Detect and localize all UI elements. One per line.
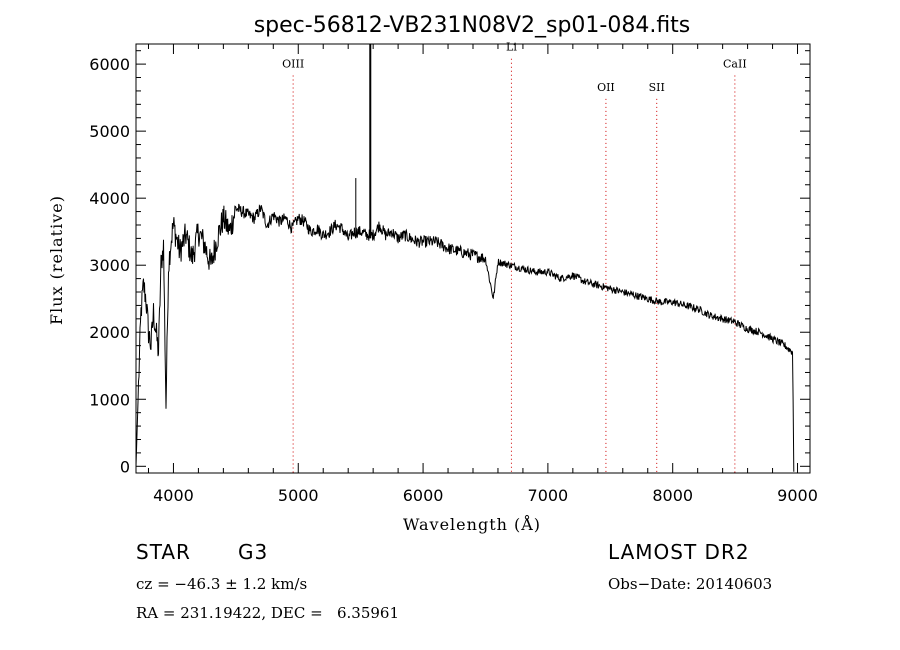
spectral-line-label: OII xyxy=(597,81,615,94)
spectral-line-label: SII xyxy=(649,81,665,94)
survey-name: LAMOST DR2 xyxy=(608,540,750,564)
spectral-line-markers: OIII Li OII SII CaII xyxy=(282,41,747,473)
y-tick-label: 5000 xyxy=(89,122,130,141)
spectrum-line xyxy=(135,203,795,472)
object-subclass: G3 xyxy=(238,540,269,564)
observation-date: Obs−Date: 20140603 xyxy=(608,575,773,593)
x-tick-label: 4000 xyxy=(153,486,194,505)
y-tick-label: 0 xyxy=(120,457,130,476)
emission-spikes xyxy=(355,44,372,239)
axis-ticks: 4000 5000 6000 7000 8000 9000 0 1000 2000 3000 400… xyxy=(89,44,818,505)
x-tick-label: 6000 xyxy=(403,486,444,505)
chart-title: spec-56812-VB231N08V2_sp01-084.fits xyxy=(254,13,691,38)
spectral-line-label: Li xyxy=(506,41,517,54)
spectral-line-label: CaII xyxy=(723,57,747,70)
x-tick-label: 9000 xyxy=(777,486,818,505)
x-axis-label: Wavelength (Å) xyxy=(403,514,541,534)
plot-frame xyxy=(135,43,811,474)
redshift-velocity: cz = −46.3 ± 1.2 km/s xyxy=(136,575,308,593)
ra-dec-coordinates: RA = 231.19422, DEC = 6.35961 xyxy=(136,604,400,622)
y-tick-label: 4000 xyxy=(89,189,130,208)
y-tick-label: 6000 xyxy=(89,55,130,74)
x-tick-label: 8000 xyxy=(652,486,693,505)
x-tick-label: 5000 xyxy=(278,486,319,505)
x-tick-label: 7000 xyxy=(528,486,569,505)
y-tick-label: 1000 xyxy=(89,390,130,409)
y-tick-label: 3000 xyxy=(89,256,130,275)
y-tick-label: 2000 xyxy=(89,323,130,342)
spectral-line-label: OIII xyxy=(282,57,304,70)
y-axis-label: Flux (relative) xyxy=(47,195,66,325)
object-class: STAR xyxy=(136,540,191,564)
